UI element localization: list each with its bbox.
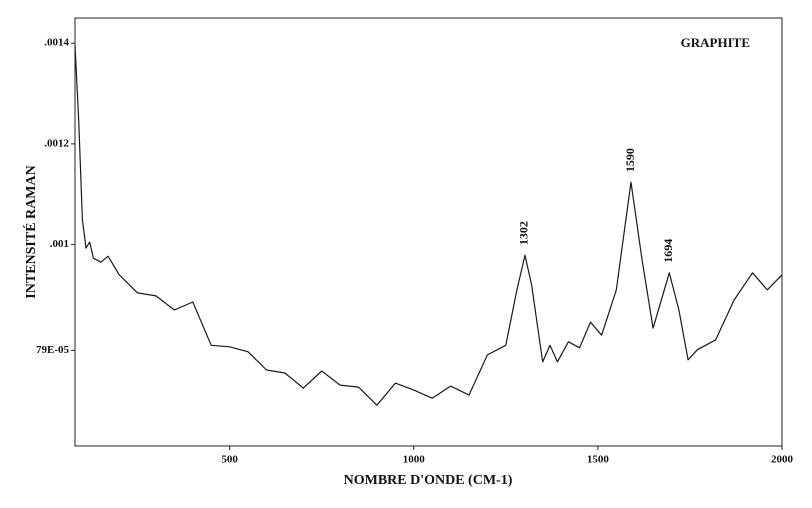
y-tick-label: .0014 <box>44 37 69 49</box>
x-axis-label: NOMBRE D'ONDE (CM-1) <box>344 473 513 488</box>
chart-title: GRAPHITE <box>681 35 750 50</box>
x-tick-label: 1000 <box>403 454 426 466</box>
x-tick-label: 1500 <box>587 454 610 466</box>
y-tick-label: .001 <box>50 238 69 250</box>
peak-label: 1590 <box>623 148 637 172</box>
y-axis-label: INTENSITÉ RAMAN <box>22 165 39 298</box>
x-tick-label: 500 <box>221 454 238 466</box>
y-tick-label: .0012 <box>44 137 69 149</box>
y-tick-label: 79E-05 <box>36 344 70 356</box>
spectrum-line <box>74 45 783 406</box>
peak-label: 1694 <box>661 239 675 263</box>
plot-frame <box>74 17 783 447</box>
peak-label: 1302 <box>517 221 531 245</box>
x-tick-label: 2000 <box>771 454 794 466</box>
